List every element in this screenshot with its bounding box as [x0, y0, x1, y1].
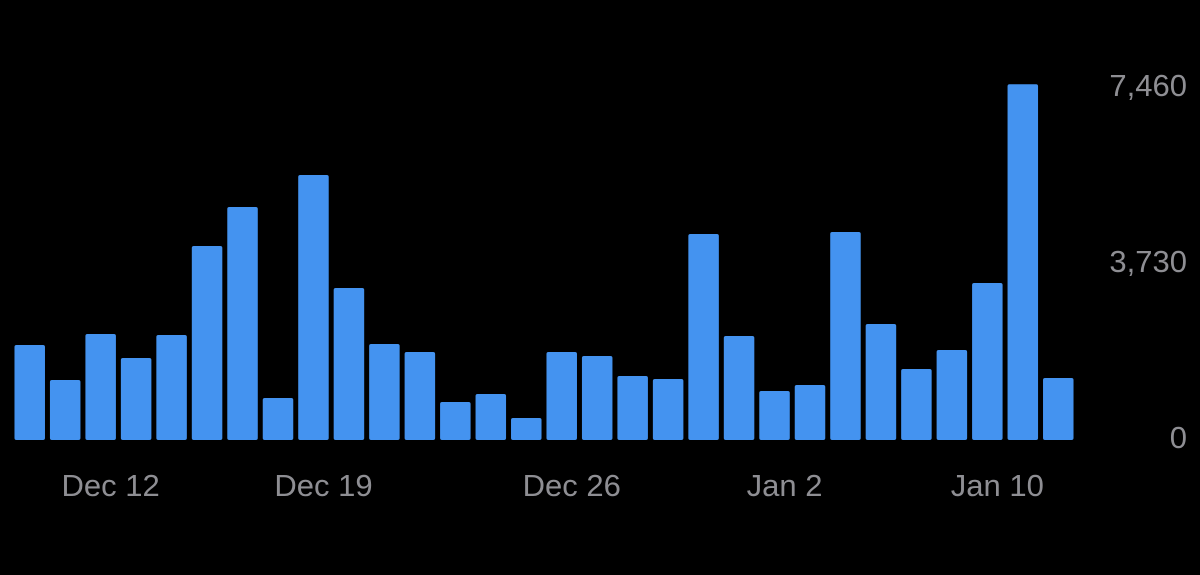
- bar: [298, 175, 329, 441]
- y-tick-label: 7,460: [1109, 68, 1187, 103]
- bar: [333, 288, 365, 440]
- bar: [617, 376, 648, 440]
- x-tick-label: Dec 19: [274, 468, 372, 503]
- y-tick-label: 0: [1170, 420, 1187, 455]
- bar: [901, 368, 932, 440]
- bar: [14, 344, 45, 440]
- bar: [475, 393, 507, 440]
- bar: [652, 378, 684, 440]
- bar: [546, 352, 577, 440]
- bar: [972, 283, 1003, 440]
- bar: [191, 246, 223, 440]
- bar: [85, 333, 116, 440]
- bar: [120, 357, 152, 440]
- bar: [227, 207, 258, 440]
- x-tick-label: Jan 2: [747, 468, 823, 503]
- bar: [794, 384, 826, 440]
- bar: [49, 379, 81, 440]
- bar: [1007, 84, 1039, 440]
- x-tick-label: Dec 12: [62, 468, 160, 503]
- bar: [404, 352, 436, 440]
- bar: [1043, 377, 1074, 440]
- y-tick-label: 3,730: [1109, 244, 1187, 279]
- bar: [830, 232, 861, 440]
- bar: [936, 350, 968, 440]
- bar: [511, 418, 542, 440]
- x-tick-label: Dec 26: [523, 468, 621, 503]
- bar: [688, 233, 719, 440]
- bar: [440, 402, 471, 440]
- bar: [581, 356, 613, 440]
- bar: [723, 336, 755, 440]
- x-tick-label: Jan 10: [951, 468, 1044, 503]
- bar: [369, 344, 400, 440]
- bar: [156, 335, 187, 440]
- bar: [759, 391, 790, 440]
- bar: [865, 324, 897, 440]
- bar: [262, 398, 294, 440]
